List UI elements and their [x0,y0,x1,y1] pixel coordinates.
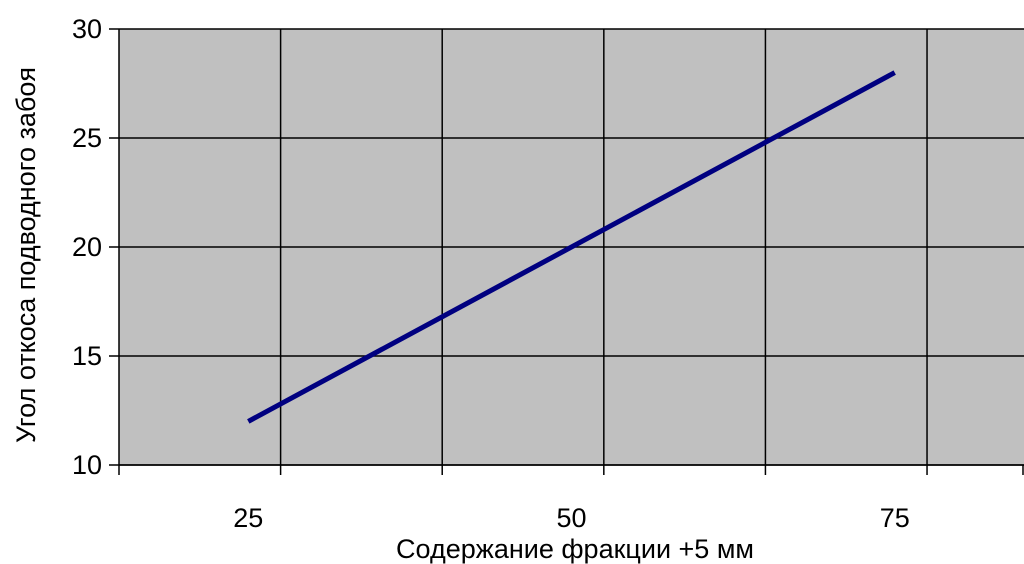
x-tick-label: 25 [233,503,263,533]
x-tick-label: 75 [880,503,910,533]
y-tick-label: 25 [72,123,102,153]
series [247,70,896,424]
x-tick-label: 50 [556,503,586,533]
x-axis-title: Содержание фракции +5 мм [396,534,754,564]
y-tick-label: 10 [72,450,102,480]
tick-labels: 10 15 20 25 30 25 50 75 [72,14,910,533]
y-tick-label: 20 [72,232,102,262]
axes [109,28,1024,475]
y-axis-title: Угол откоса подводного забоя [11,67,41,443]
series-line [247,70,896,424]
y-tick-label: 15 [72,341,102,371]
y-tick-label: 30 [72,14,102,44]
